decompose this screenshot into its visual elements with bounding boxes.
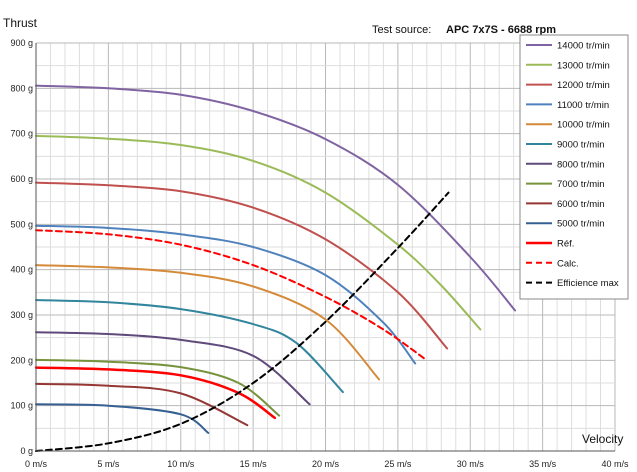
x-tick-label: 30 m/s bbox=[457, 459, 485, 469]
chart-legend: 14000 tr/min 13000 tr/min 12000 tr/min 1100… bbox=[519, 34, 629, 300]
x-tick-label: 10 m/s bbox=[167, 459, 195, 469]
y-tick-label: 600 g bbox=[10, 174, 33, 184]
x-tick-label: 15 m/s bbox=[240, 459, 268, 469]
x-tick-label: 35 m/s bbox=[529, 459, 557, 469]
x-tick-label: 25 m/s bbox=[384, 459, 412, 469]
y-tick-label: 0 g bbox=[20, 446, 33, 456]
y-tick-label: 400 g bbox=[10, 265, 33, 275]
legend-label-13000-tr-min: 13000 tr/min bbox=[557, 60, 610, 71]
legend-label-14000-tr-min: 14000 tr/min bbox=[557, 41, 610, 52]
legend-label-efficience-max: Efficience max bbox=[557, 278, 619, 289]
y-tick-label: 500 g bbox=[10, 219, 33, 229]
series-line-6000-tr-min bbox=[35, 382, 249, 427]
series-line-10000-tr-min bbox=[35, 264, 381, 381]
y-tick-label: 300 g bbox=[10, 310, 33, 320]
y-tick-label: 100 g bbox=[10, 401, 33, 411]
series-line-12000-tr-min bbox=[35, 181, 449, 350]
x-tick-label: 40 m/s bbox=[601, 459, 629, 469]
legend-label-5000-tr-min: 5000 tr/min bbox=[557, 219, 605, 230]
series-line-5000-tr-min bbox=[35, 403, 210, 434]
y-tick-label: 900 g bbox=[10, 38, 33, 48]
legend-label-9000-tr-min: 9000 tr/min bbox=[557, 140, 605, 151]
y-axis-title: Thrust bbox=[3, 16, 38, 30]
legend-label-6000-tr-min: 6000 tr/min bbox=[557, 199, 605, 210]
test-source-label: Test source: bbox=[372, 24, 431, 36]
series-layer bbox=[34, 84, 517, 452]
series-line-efficience-max bbox=[35, 191, 450, 452]
series-line-11000-tr-min bbox=[35, 224, 417, 365]
x-tick-label: 0 m/s bbox=[25, 459, 48, 469]
x-tick-label: 20 m/s bbox=[312, 459, 340, 469]
x-axis-title: Velocity bbox=[582, 432, 623, 446]
legend-label-11000-tr-min: 11000 tr/min bbox=[557, 100, 609, 111]
legend-label-r-f: Réf. bbox=[557, 239, 574, 250]
legend-label-12000-tr-min: 12000 tr/min bbox=[557, 80, 610, 91]
chart-grid bbox=[35, 42, 616, 452]
legend-label-10000-tr-min: 10000 tr/min bbox=[557, 120, 610, 131]
y-tick-label: 200 g bbox=[10, 355, 33, 365]
chart-axes: 0 g 100 g 200 g 300 g 400 g 500 g 600 g 700 g 80… bbox=[10, 38, 629, 469]
y-tick-label: 700 g bbox=[10, 129, 33, 139]
x-tick-label: 5 m/s bbox=[97, 459, 120, 469]
y-tick-label: 800 g bbox=[10, 83, 33, 93]
series-line-14000-tr-min bbox=[35, 84, 517, 312]
legend-box bbox=[519, 34, 629, 300]
legend-label-8000-tr-min: 8000 tr/min bbox=[557, 159, 605, 170]
series-line-9000-tr-min bbox=[35, 299, 344, 394]
legend-label-7000-tr-min: 7000 tr/min bbox=[557, 179, 605, 190]
series-line-r-f bbox=[34, 366, 277, 420]
legend-label-calc: Calc. bbox=[557, 258, 579, 269]
test-source-value: APC 7x7S - 6688 rpm bbox=[446, 24, 556, 36]
series-line-calc bbox=[35, 229, 428, 362]
series-line-13000-tr-min bbox=[35, 134, 482, 331]
series-line-7000-tr-min bbox=[35, 358, 281, 417]
